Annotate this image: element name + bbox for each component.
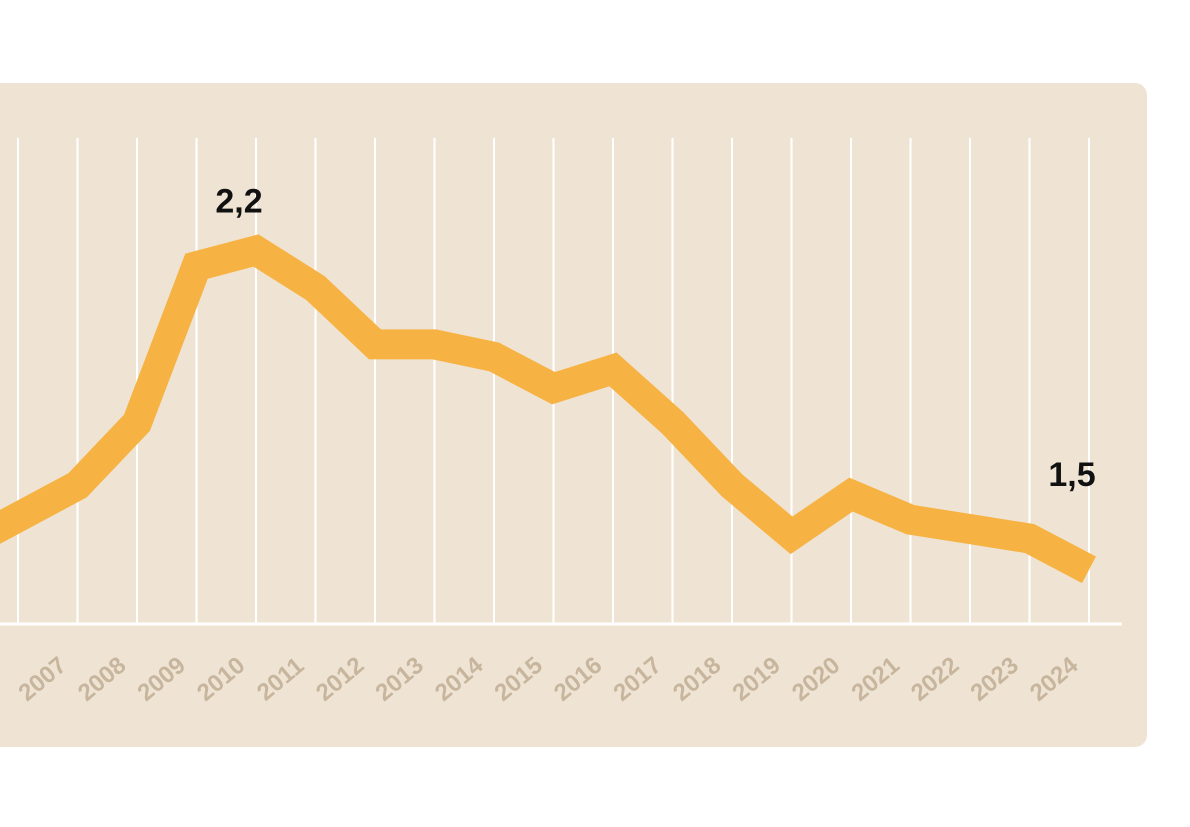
chart-panel — [0, 83, 1147, 747]
data-labels: 2,2 1,5 — [215, 183, 1095, 494]
series-layer — [0, 234, 1096, 584]
data-label-2024: 1,5 — [1048, 456, 1095, 494]
data-label-2010: 2,2 — [215, 183, 262, 221]
series-line — [0, 234, 1096, 584]
